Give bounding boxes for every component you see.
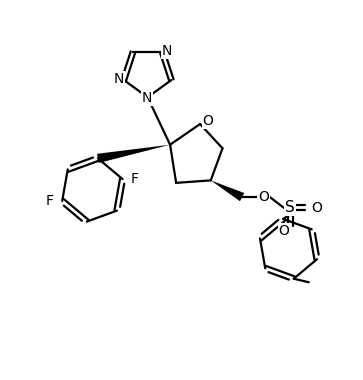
Text: O: O [258, 190, 269, 204]
Text: O: O [311, 201, 322, 215]
Text: N: N [141, 91, 152, 105]
Text: F: F [46, 194, 54, 208]
Polygon shape [211, 180, 244, 201]
Polygon shape [97, 145, 170, 163]
Text: F: F [131, 172, 139, 186]
Text: S: S [285, 200, 295, 215]
Text: N: N [114, 72, 125, 86]
Text: O: O [203, 114, 213, 128]
Text: N: N [162, 44, 172, 59]
Text: O: O [278, 224, 289, 238]
